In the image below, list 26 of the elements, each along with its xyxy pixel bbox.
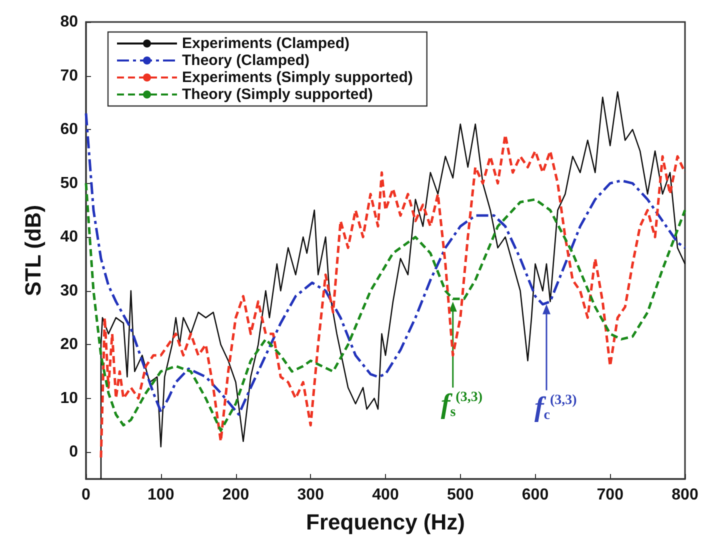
x-tick-label: 300 xyxy=(297,486,324,504)
line-series xyxy=(100,134,686,459)
x-tick-label: 100 xyxy=(148,486,174,504)
x-tick-label: 0 xyxy=(82,486,91,504)
x-tick-label: 200 xyxy=(222,486,250,504)
y-tick-label: 80 xyxy=(60,14,78,30)
y-tick-label: 20 xyxy=(60,336,78,354)
y-tick-label: 70 xyxy=(60,67,78,84)
y-tick-label: 60 xyxy=(60,121,78,138)
x-tick-label: 600 xyxy=(522,486,549,504)
x-tick-label: 700 xyxy=(596,486,624,504)
x-tick-label: 500 xyxy=(447,486,474,504)
line-series xyxy=(84,182,686,432)
legend-label: Theory (Clamped) xyxy=(182,52,310,69)
legend-label: Theory (Simply supported) xyxy=(182,86,373,103)
y-tick-label: 50 xyxy=(60,174,78,192)
x-tick-label: 400 xyxy=(372,486,399,504)
legend-label: Experiments (Clamped) xyxy=(182,35,350,52)
y-tick-label: 10 xyxy=(60,390,78,407)
x-axis-title: Frequency (Hz) xyxy=(306,510,465,534)
y-axis-title: STL (dB) xyxy=(20,204,46,296)
y-tick-label: 30 xyxy=(60,282,78,300)
x-tick-label: 800 xyxy=(672,486,698,504)
y-tick-label: 40 xyxy=(60,228,78,246)
legend-label: Experiments (Simply supported) xyxy=(182,69,413,86)
y-tick-label: 0 xyxy=(69,444,78,461)
